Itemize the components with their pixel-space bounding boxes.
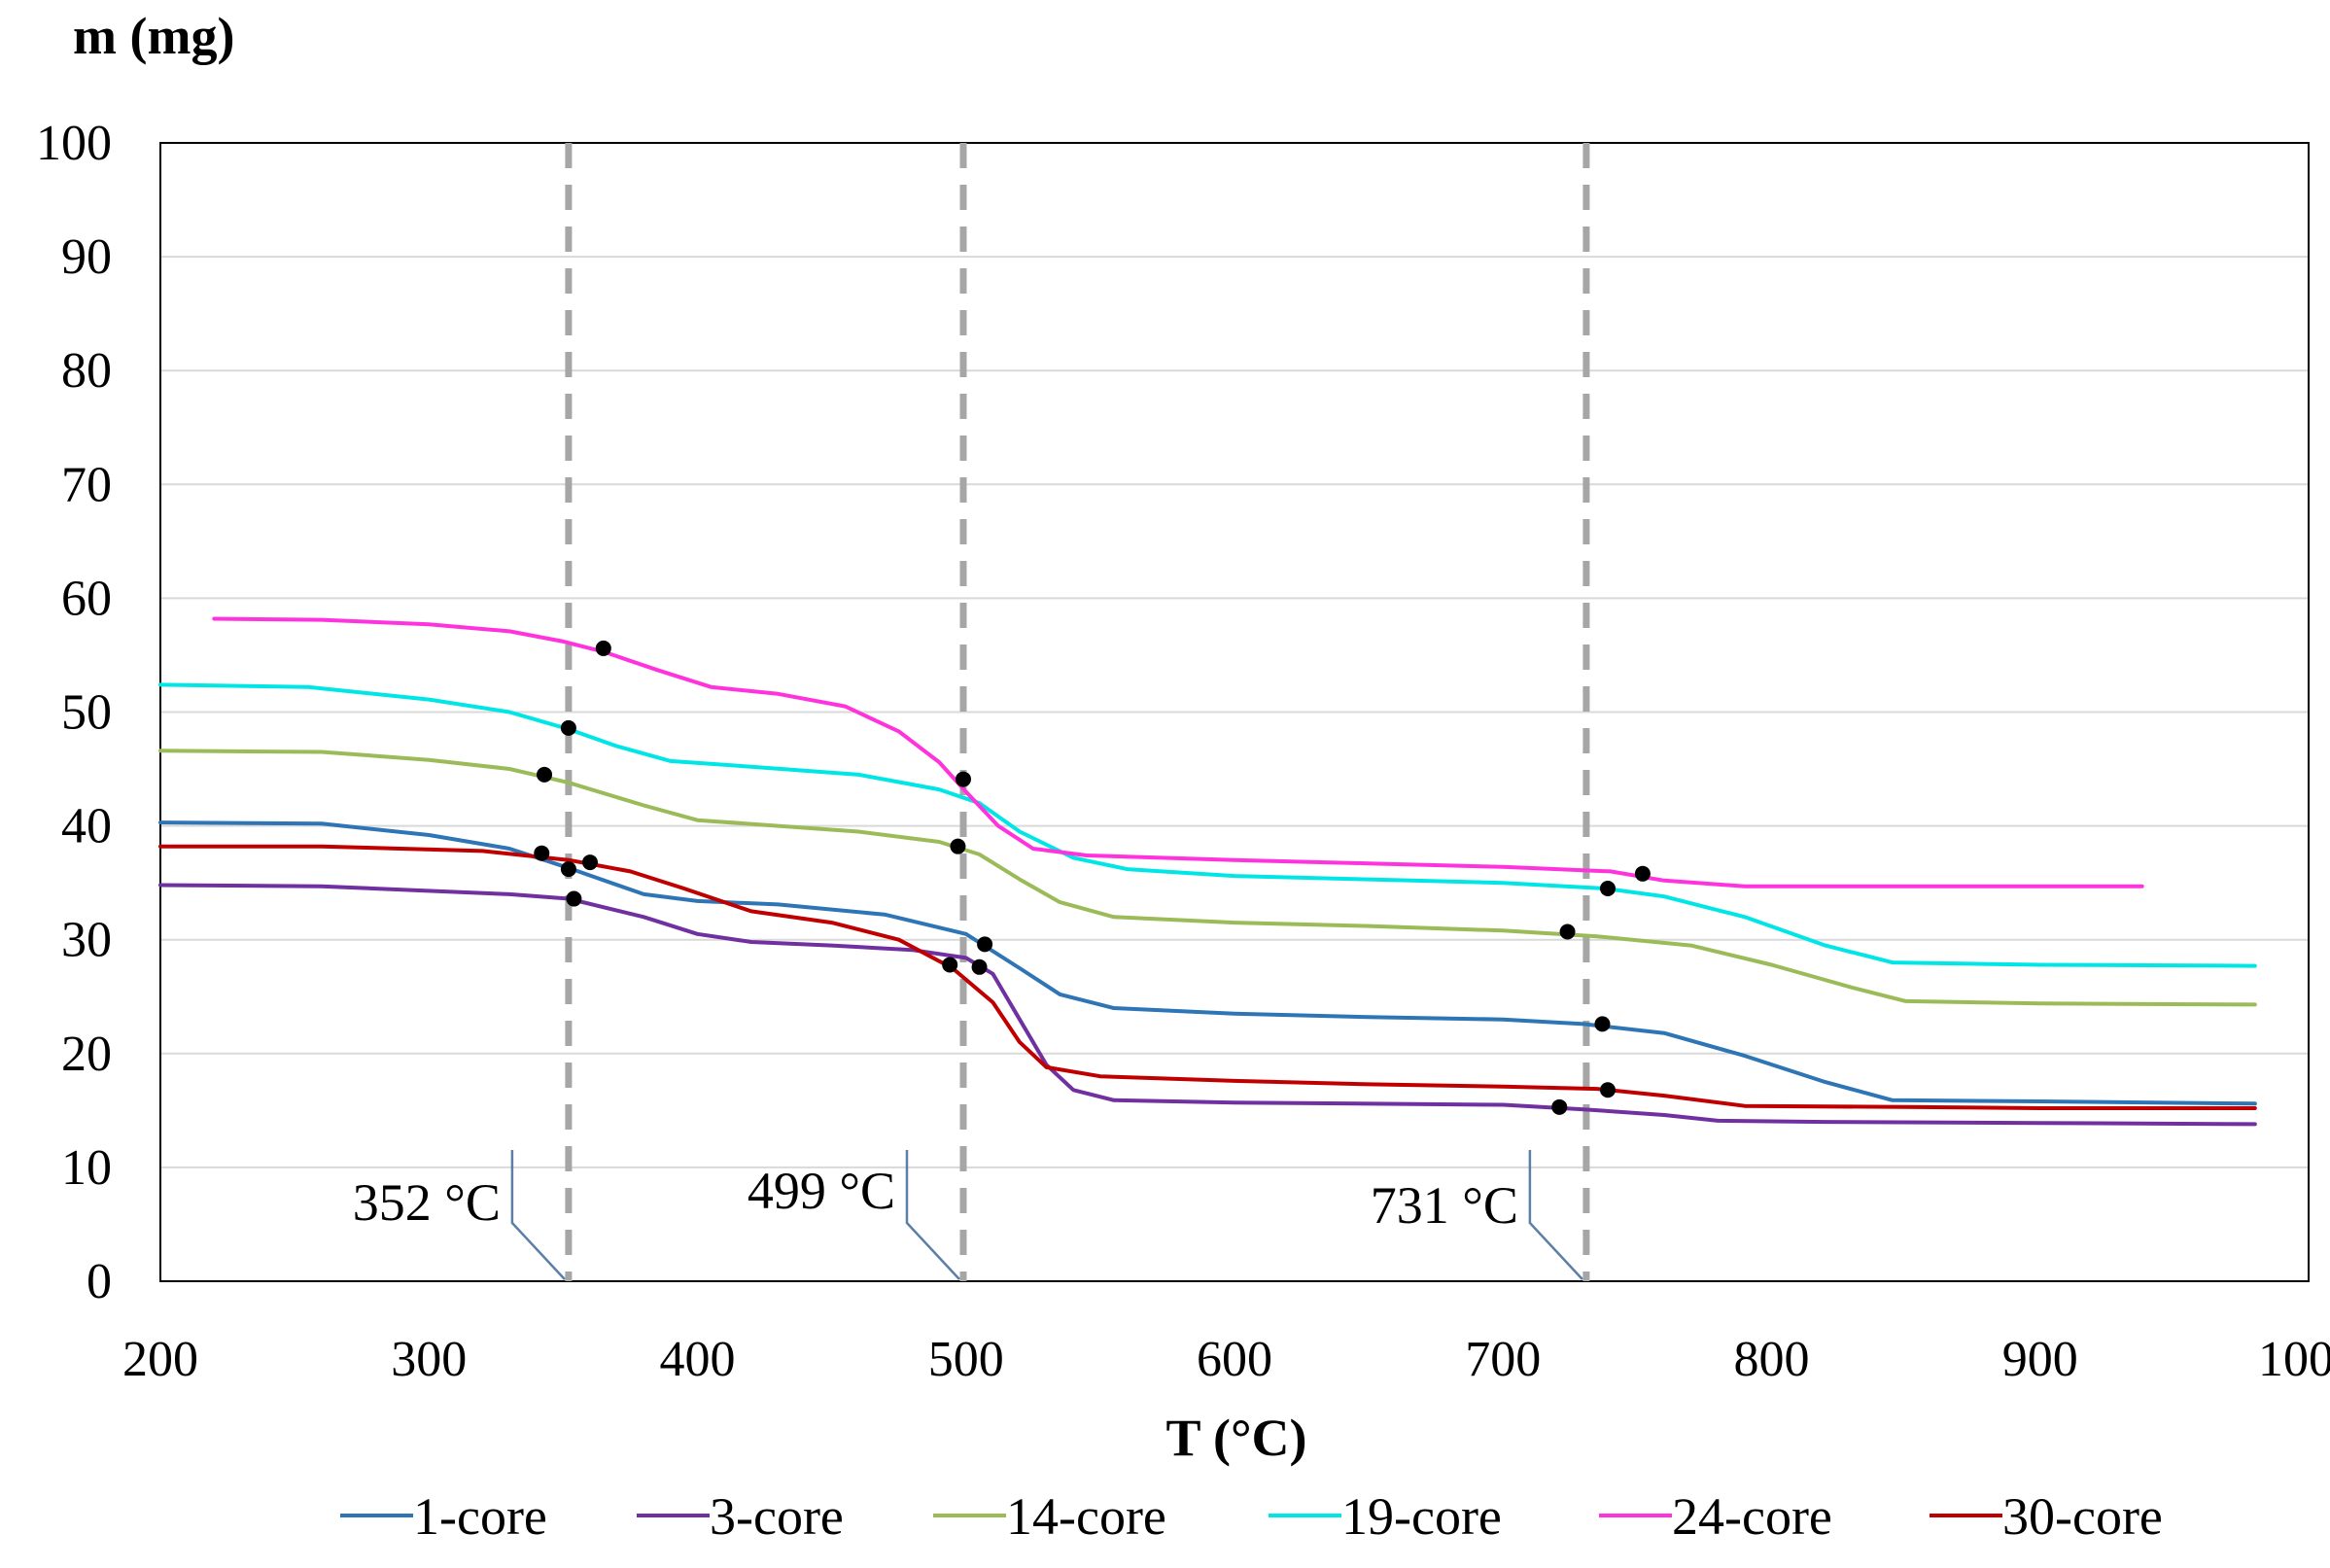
- x-tick-label: 400: [660, 1332, 736, 1387]
- series-line-1-core: [158, 820, 2257, 1106]
- legend-label-3-core: 3-core: [710, 1487, 844, 1546]
- y-tick-label: 10: [61, 1140, 112, 1196]
- y-tick-label: 60: [61, 571, 112, 626]
- y-tick-label: 0: [87, 1254, 112, 1309]
- marker-3-core: [1551, 1098, 1568, 1115]
- series-lines: [158, 616, 2257, 1127]
- threshold-annotations: 352 °C 499 °C 731 °C: [353, 1150, 1583, 1280]
- marker-1-core: [1594, 1016, 1611, 1032]
- x-tick-label: 1000: [2258, 1332, 2330, 1387]
- marker-1-core: [977, 936, 993, 953]
- y-tick-label: 100: [36, 116, 112, 171]
- legend-label-14-core: 14-core: [1006, 1487, 1166, 1546]
- annotation-leader: [1528, 1150, 1583, 1280]
- legend-label-30-core: 30-core: [2002, 1487, 2163, 1546]
- series-line-3-core: [158, 883, 2257, 1127]
- x-tick-label: 700: [1465, 1332, 1541, 1387]
- series-markers: [534, 640, 1651, 1115]
- threshold-label: 731 °C: [1371, 1176, 1518, 1235]
- marker-30-core: [534, 845, 550, 861]
- annotation-leader: [905, 1150, 960, 1280]
- marker-30-core: [942, 957, 958, 973]
- x-tick-label: 800: [1734, 1332, 1810, 1387]
- legend-label-24-core: 24-core: [1672, 1487, 1832, 1546]
- annotation-leader: [510, 1150, 566, 1280]
- plot-area-border: [159, 142, 2310, 1282]
- x-tick-label: 600: [1197, 1332, 1272, 1387]
- marker-14-core: [950, 838, 966, 854]
- marker-3-core: [971, 958, 988, 975]
- series-line-14-core: [158, 749, 2257, 1007]
- x-axis-title: T (°C): [1165, 1409, 1306, 1467]
- y-axis-ticks: 0 10 20 30 40 50 60 70 80 90 100: [36, 116, 112, 1309]
- y-tick-label: 20: [61, 1027, 112, 1082]
- legend-label-1-core: 1-core: [413, 1487, 547, 1546]
- legend-label-19-core: 19-core: [1341, 1487, 1502, 1546]
- marker-19-core: [1599, 881, 1616, 897]
- x-tick-label: 900: [2002, 1332, 2078, 1387]
- series-line-30-core: [158, 844, 2257, 1110]
- y-tick-label: 30: [61, 913, 112, 968]
- x-tick-label: 500: [928, 1332, 1004, 1387]
- threshold-lines: [565, 143, 1590, 1281]
- marker-14-core: [1559, 923, 1576, 940]
- marker-14-core: [537, 766, 553, 783]
- marker-24-core: [1634, 865, 1651, 882]
- marker-24-core: [955, 771, 971, 787]
- y-tick-label: 40: [61, 799, 112, 854]
- y-tick-label: 80: [61, 343, 112, 399]
- marker-3-core: [566, 890, 582, 907]
- marker-24-core: [595, 640, 611, 656]
- y-tick-label: 90: [61, 229, 112, 285]
- marker-30-core: [1599, 1082, 1616, 1098]
- threshold-label: 352 °C: [353, 1173, 501, 1232]
- y-tick-label: 50: [61, 685, 112, 741]
- y-axis-title: m (mg): [73, 7, 234, 65]
- x-tick-label: 200: [122, 1332, 198, 1387]
- x-tick-label: 300: [391, 1332, 467, 1387]
- marker-19-core: [560, 719, 576, 736]
- series-line-19-core: [158, 682, 2257, 968]
- y-tick-label: 70: [61, 457, 112, 512]
- legend: 1-core 3-core 14-core 19-core 24-core 30-core: [340, 1487, 2163, 1546]
- marker-1-core: [560, 861, 576, 878]
- threshold-label: 499 °C: [748, 1162, 895, 1220]
- series-line-24-core: [212, 616, 2144, 889]
- gridlines: [160, 256, 2309, 1168]
- marker-30-core: [582, 854, 598, 871]
- x-axis-ticks: 200 300 400 500 600 700 800 900 1000: [122, 1332, 2330, 1387]
